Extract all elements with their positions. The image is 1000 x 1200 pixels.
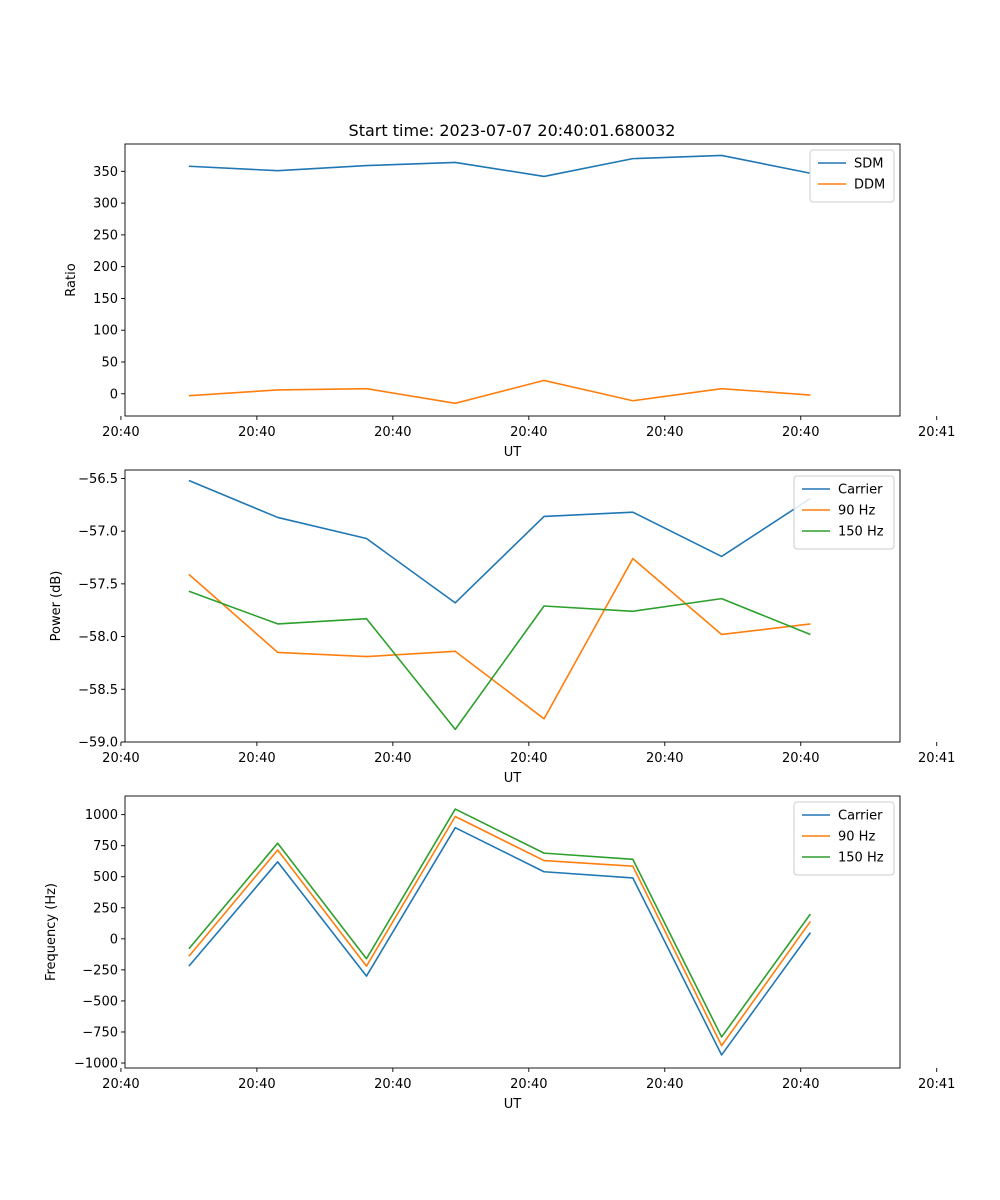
ratio-y-tick-label: 200 bbox=[93, 260, 118, 275]
ratio-series-line-sdm bbox=[188, 154, 811, 178]
power-x-tick-label: 20:40 bbox=[782, 751, 819, 766]
power-series-line-150-hz bbox=[188, 590, 811, 731]
frequency-y-tick-label: 750 bbox=[93, 839, 118, 854]
power-y-tick-label: −59.0 bbox=[78, 736, 118, 751]
ratio-x-tick-label: 20:40 bbox=[510, 425, 547, 440]
ratio-y-tick-label: 0 bbox=[110, 387, 118, 402]
ratio-y-tick-label: 50 bbox=[101, 355, 118, 370]
power-x-tick-label: 20:40 bbox=[646, 751, 683, 766]
power-axes-frame bbox=[124, 469, 901, 743]
frequency-x-tick-label: 20:40 bbox=[374, 1077, 411, 1092]
power-legend: Carrier 90 Hz 150 Hz bbox=[793, 475, 895, 550]
frequency-x-tick-label: 20:40 bbox=[646, 1077, 683, 1092]
power-legend-label: 90 Hz bbox=[838, 504, 875, 519]
frequency-x-axis-label: UT bbox=[504, 1097, 522, 1112]
ratio-x-axis-label: UT bbox=[504, 445, 522, 460]
power-legend-label: 150 Hz bbox=[838, 525, 884, 540]
power-series-line-carrier bbox=[188, 479, 811, 604]
frequency-y-axis-label: Frequency (Hz) bbox=[44, 883, 59, 981]
frequency-legend-label: 150 Hz bbox=[838, 851, 884, 866]
frequency-series-line-90-hz bbox=[188, 815, 812, 1047]
ratio-legend-label: SDM bbox=[854, 157, 883, 172]
frequency-series-line-150-hz bbox=[188, 808, 812, 1038]
frequency-y-tick-label: −750 bbox=[82, 1025, 118, 1040]
chart-title: Start time: 2023-07-07 20:40:01.680032 bbox=[349, 121, 676, 140]
frequency-x-tick-label: 20:40 bbox=[510, 1077, 547, 1092]
power-legend-label: Carrier bbox=[838, 483, 883, 498]
power-panel: 20:40 20:40 20:40 20:40 20:40 20:40 20:41 −59.0… bbox=[49, 469, 955, 786]
ratio-y-tick-label: 150 bbox=[93, 292, 118, 307]
power-y-tick-label: −58.5 bbox=[78, 683, 118, 698]
ratio-y-tick-label: 300 bbox=[93, 197, 118, 212]
frequency-y-tick-label: −250 bbox=[82, 963, 118, 978]
frequency-x-tick-label: 20:41 bbox=[918, 1077, 955, 1092]
frequency-legend-label: 90 Hz bbox=[838, 830, 875, 845]
ratio-x-tick-label: 20:40 bbox=[782, 425, 819, 440]
frequency-legend: Carrier 90 Hz 150 Hz bbox=[793, 801, 895, 876]
ratio-y-axis-label: Ratio bbox=[64, 263, 79, 296]
power-x-tick-label: 20:40 bbox=[102, 751, 139, 766]
frequency-x-tick-label: 20:40 bbox=[238, 1077, 275, 1092]
ratio-y-tick-label: 350 bbox=[93, 165, 118, 180]
frequency-y-tick-label: −500 bbox=[82, 994, 118, 1009]
ratio-x-tick-label: 20:40 bbox=[102, 425, 139, 440]
power-x-tick-label: 20:40 bbox=[374, 751, 411, 766]
frequency-x-tick-label: 20:40 bbox=[102, 1077, 139, 1092]
power-y-axis-label: Power (dB) bbox=[49, 571, 64, 642]
frequency-y-tick-label: −1000 bbox=[74, 1057, 118, 1072]
power-y-tick-label: −56.5 bbox=[78, 472, 118, 487]
frequency-y-tick-label: 500 bbox=[93, 870, 118, 885]
ratio-x-tick-label: 20:41 bbox=[918, 425, 955, 440]
power-x-tick-label: 20:40 bbox=[510, 751, 547, 766]
frequency-y-tick-label: 250 bbox=[93, 901, 118, 916]
frequency-x-tick-label: 20:40 bbox=[782, 1077, 819, 1092]
ratio-x-tick-label: 20:40 bbox=[374, 425, 411, 440]
frequency-y-tick-label: 0 bbox=[110, 932, 118, 947]
power-y-tick-label: −58.0 bbox=[78, 630, 118, 645]
power-x-tick-label: 20:41 bbox=[918, 751, 955, 766]
frequency-panel: 20:40 20:40 20:40 20:40 20:40 20:40 20:41 −1000… bbox=[44, 795, 955, 1112]
frequency-y-tick-label: 1000 bbox=[85, 808, 118, 823]
ratio-legend: SDM DDM bbox=[809, 149, 895, 203]
ratio-series-line-ddm bbox=[188, 379, 811, 405]
power-series-line-90-hz bbox=[188, 557, 811, 720]
ratio-x-tick-label: 20:40 bbox=[646, 425, 683, 440]
frequency-series-line-carrier bbox=[188, 826, 812, 1056]
frequency-axes-frame bbox=[124, 795, 901, 1069]
ratio-x-tick-label: 20:40 bbox=[238, 425, 275, 440]
power-x-axis-label: UT bbox=[504, 771, 522, 786]
ratio-y-tick-label: 100 bbox=[93, 324, 118, 339]
ratio-y-tick-label: 250 bbox=[93, 228, 118, 243]
power-y-tick-label: −57.5 bbox=[78, 577, 118, 592]
frequency-legend-label: Carrier bbox=[838, 809, 883, 824]
power-y-tick-label: −57.0 bbox=[78, 525, 118, 540]
ratio-panel: 20:40 20:40 20:40 20:40 20:40 20:40 20:41 0 50 10… bbox=[64, 143, 955, 460]
power-x-tick-label: 20:40 bbox=[238, 751, 275, 766]
ratio-axes-frame bbox=[124, 143, 901, 417]
ratio-legend-label: DDM bbox=[854, 178, 885, 193]
